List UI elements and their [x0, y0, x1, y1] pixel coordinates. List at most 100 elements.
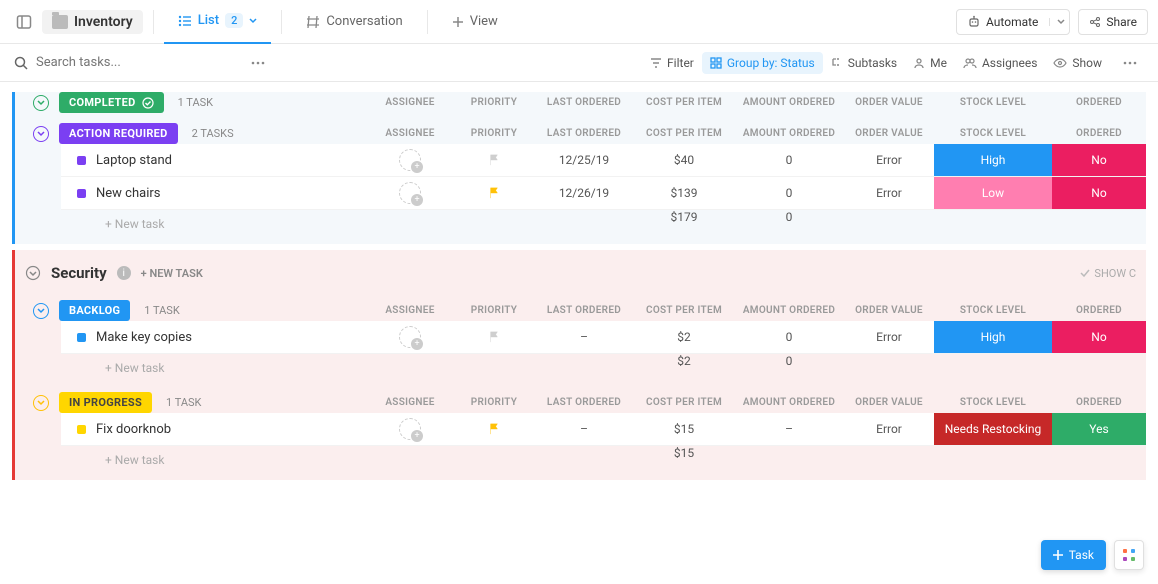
assignee-placeholder-icon [399, 149, 421, 171]
list-icon [178, 14, 192, 28]
stock-badge: Low [934, 177, 1052, 209]
show-closed-toggle[interactable]: SHOW C [1080, 267, 1136, 280]
priority-cell[interactable] [454, 413, 534, 445]
automate-dropdown[interactable] [1049, 18, 1065, 26]
last-ordered-cell[interactable]: 12/25/19 [534, 144, 634, 176]
new-task-inline[interactable]: + New task [61, 210, 366, 238]
apps-fab[interactable] [1114, 540, 1144, 570]
status-square-icon [77, 333, 86, 342]
share-button[interactable]: Share [1078, 9, 1148, 35]
status-chevron-icon[interactable] [33, 395, 49, 411]
cost-cell[interactable]: $139 [634, 177, 734, 209]
collapse-sidebar-button[interactable] [10, 8, 38, 36]
divider [153, 10, 154, 34]
order-value-cell[interactable]: Error [844, 144, 934, 176]
assignee-cell[interactable] [366, 321, 454, 353]
assignee-cell[interactable] [366, 144, 454, 176]
assignees-button[interactable]: Assignees [955, 52, 1045, 74]
amount-cell[interactable]: 0 [734, 321, 844, 353]
task-name: Make key copies [96, 330, 192, 345]
status-section: COMPLETED 1 TASK ASSIGNEE PRIORITY LAST … [33, 92, 1146, 113]
last-ordered-cell[interactable]: – [534, 413, 634, 445]
ordered-cell[interactable]: No [1052, 321, 1146, 353]
me-button[interactable]: Me [905, 52, 955, 74]
new-task-header[interactable]: + NEW TASK [141, 267, 203, 280]
sum-cols: $15 [366, 446, 1146, 460]
cost-cell[interactable]: $40 [634, 144, 734, 176]
order-value-cell[interactable]: Error [844, 321, 934, 353]
stock-cell[interactable]: High [934, 144, 1052, 176]
ordered-cell[interactable]: No [1052, 144, 1146, 176]
more-button[interactable] [1116, 49, 1144, 77]
subtasks-button[interactable]: Subtasks [823, 52, 905, 74]
filter-button[interactable]: Filter [642, 52, 702, 74]
col-amount: AMOUNT ORDERED [734, 97, 844, 108]
priority-cell[interactable] [454, 321, 534, 353]
stock-cell[interactable]: High [934, 321, 1052, 353]
amount-cell[interactable]: – [734, 413, 844, 445]
assignee-cell[interactable] [366, 413, 454, 445]
automate-button[interactable]: Automate [956, 9, 1070, 35]
groupby-button[interactable]: Group by: Status [702, 52, 823, 74]
col-stock: STOCK LEVEL [934, 97, 1052, 108]
status-chevron-icon[interactable] [33, 303, 49, 319]
status-chevron-icon[interactable] [33, 95, 49, 111]
col-assignee: ASSIGNEE [366, 305, 454, 316]
new-task-inline[interactable]: + New task [61, 354, 366, 382]
status-chevron-icon[interactable] [33, 126, 49, 142]
search-more-button[interactable] [244, 49, 272, 77]
folder-icon [52, 15, 68, 29]
new-task-inline[interactable]: + New task [61, 446, 366, 474]
amount-cell[interactable]: 0 [734, 144, 844, 176]
tab-list-count: 2 [225, 13, 243, 28]
groupby-label: Group by: Status [727, 56, 815, 70]
order-value-cell[interactable]: Error [844, 177, 934, 209]
task-row[interactable]: New chairs 12/26/19 $139 0 Error Low No [61, 177, 1146, 210]
tab-list[interactable]: List 2 [164, 0, 272, 44]
stock-cell[interactable]: Low [934, 177, 1052, 209]
assignees-label: Assignees [982, 56, 1037, 70]
assignee-cell[interactable] [366, 177, 454, 209]
stock-badge: Needs Restocking [934, 413, 1052, 445]
status-pill[interactable]: ACTION REQUIRED [59, 123, 178, 144]
column-headers: ASSIGNEE PRIORITY LAST ORDERED COST PER … [366, 97, 1146, 108]
tab-add-view[interactable]: View [438, 0, 512, 44]
task-count: 1 TASK [178, 96, 213, 109]
ordered-badge: No [1052, 321, 1146, 353]
task-row[interactable]: Laptop stand 12/25/19 $40 0 Error High N… [61, 144, 1146, 177]
task-row[interactable]: Fix doorknob – $15 – Error Needs Restock… [61, 413, 1146, 446]
last-ordered-cell[interactable]: – [534, 321, 634, 353]
amount-cell[interactable]: 0 [734, 177, 844, 209]
priority-cell[interactable] [454, 177, 534, 209]
task-name-cell: Fix doorknob [61, 422, 366, 437]
list-title[interactable]: Security [51, 264, 107, 282]
fab: Task [1041, 540, 1144, 570]
new-task-fab[interactable]: Task [1041, 540, 1106, 570]
info-icon[interactable]: i [117, 266, 131, 280]
cost-cell[interactable]: $15 [634, 413, 734, 445]
status-pill[interactable]: IN PROGRESS [59, 392, 152, 413]
ordered-cell[interactable]: No [1052, 177, 1146, 209]
tab-conversation[interactable]: Conversation [292, 0, 416, 44]
status-pill[interactable]: BACKLOG [59, 300, 130, 321]
order-value-cell[interactable]: Error [844, 413, 934, 445]
ordered-badge: Yes [1052, 413, 1146, 445]
check-icon [1080, 268, 1090, 278]
col-cost: COST PER ITEM [634, 128, 734, 139]
stock-cell[interactable]: Needs Restocking [934, 413, 1052, 445]
priority-cell[interactable] [454, 144, 534, 176]
collapse-icon[interactable] [25, 265, 41, 281]
folder-chip[interactable]: Inventory [42, 10, 143, 34]
ordered-cell[interactable]: Yes [1052, 413, 1146, 445]
last-ordered-cell[interactable]: 12/26/19 [534, 177, 634, 209]
task-name: Laptop stand [96, 153, 172, 168]
cost-cell[interactable]: $2 [634, 321, 734, 353]
col-last-ordered: LAST ORDERED [534, 397, 634, 408]
content: COMPLETED 1 TASK ASSIGNEE PRIORITY LAST … [0, 82, 1158, 584]
show-button[interactable]: Show [1045, 52, 1110, 74]
col-order-value: ORDER VALUE [844, 305, 934, 316]
task-row[interactable]: Make key copies – $2 0 Error High No [61, 321, 1146, 354]
status-pill[interactable]: COMPLETED [59, 92, 164, 113]
assignee-placeholder-icon [399, 326, 421, 348]
search-input[interactable] [36, 55, 236, 70]
